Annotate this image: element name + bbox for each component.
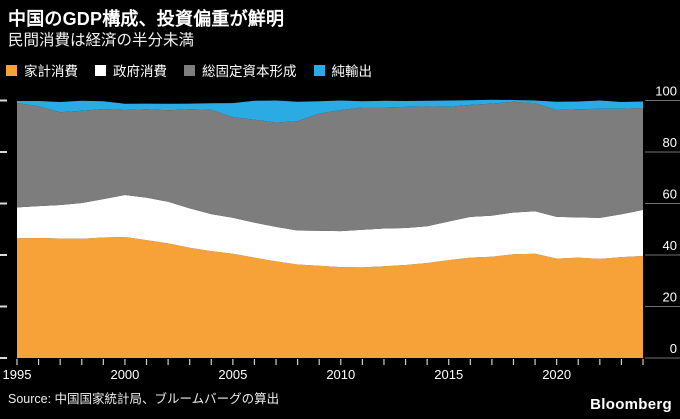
area-government-consumption [17, 195, 643, 268]
area-gross-fixed-capital-formation [17, 101, 643, 232]
area-net-exports [17, 99, 643, 123]
x-axis-label: 1995 [3, 367, 32, 382]
y-axis-label: 60 [663, 187, 677, 202]
x-axis-label: 2010 [326, 367, 355, 382]
chart-subtitle: 民間消費は経済の半分未満 [8, 32, 195, 49]
y-axis-label: 80 [663, 135, 677, 150]
x-axis-label: 2020 [542, 367, 571, 382]
legend-label: 純輸出 [331, 64, 373, 79]
y-axis-label: 0 [670, 341, 677, 356]
x-axis: 1995 2000 2005 2010 2015 2020 [3, 359, 644, 382]
legend-item-2: 総固定資本形成 [184, 60, 297, 80]
x-axis-label: 2005 [218, 367, 247, 382]
area-household-consumption [17, 237, 643, 358]
legend-item-1: 政府消費 [95, 60, 167, 80]
y-axis-label: 20 [663, 290, 677, 305]
legend-swatch-icon [95, 64, 106, 76]
y-axis-label: 40 [663, 238, 677, 253]
bloomberg-logo: Bloomberg [590, 396, 672, 413]
legend-label: 家計消費 [24, 64, 78, 79]
x-axis-label: 2000 [110, 367, 139, 382]
legend-item-0: 家計消費 [6, 60, 78, 80]
legend-label: 総固定資本形成 [202, 64, 297, 79]
legend-swatch-icon [313, 64, 325, 76]
legend-item-3: 純輸出 [313, 60, 373, 80]
chart-title: 中国のGDP構成、投資偏重が鮮明 [8, 9, 285, 29]
legend: 家計消費 政府消費 総固定資本形成 純輸出 [6, 60, 372, 80]
source-note: Source: 中国国家統計局、ブルームバーグの算出 [8, 392, 280, 406]
legend-swatch-icon [6, 64, 17, 76]
y-axis: 0 20 40 60 80 100 [0, 84, 680, 359]
legend-label: 政府消費 [113, 64, 167, 79]
x-axis-label: 2015 [434, 367, 463, 382]
legend-swatch-icon [184, 64, 195, 76]
y-axis-label: 100 [655, 84, 677, 99]
